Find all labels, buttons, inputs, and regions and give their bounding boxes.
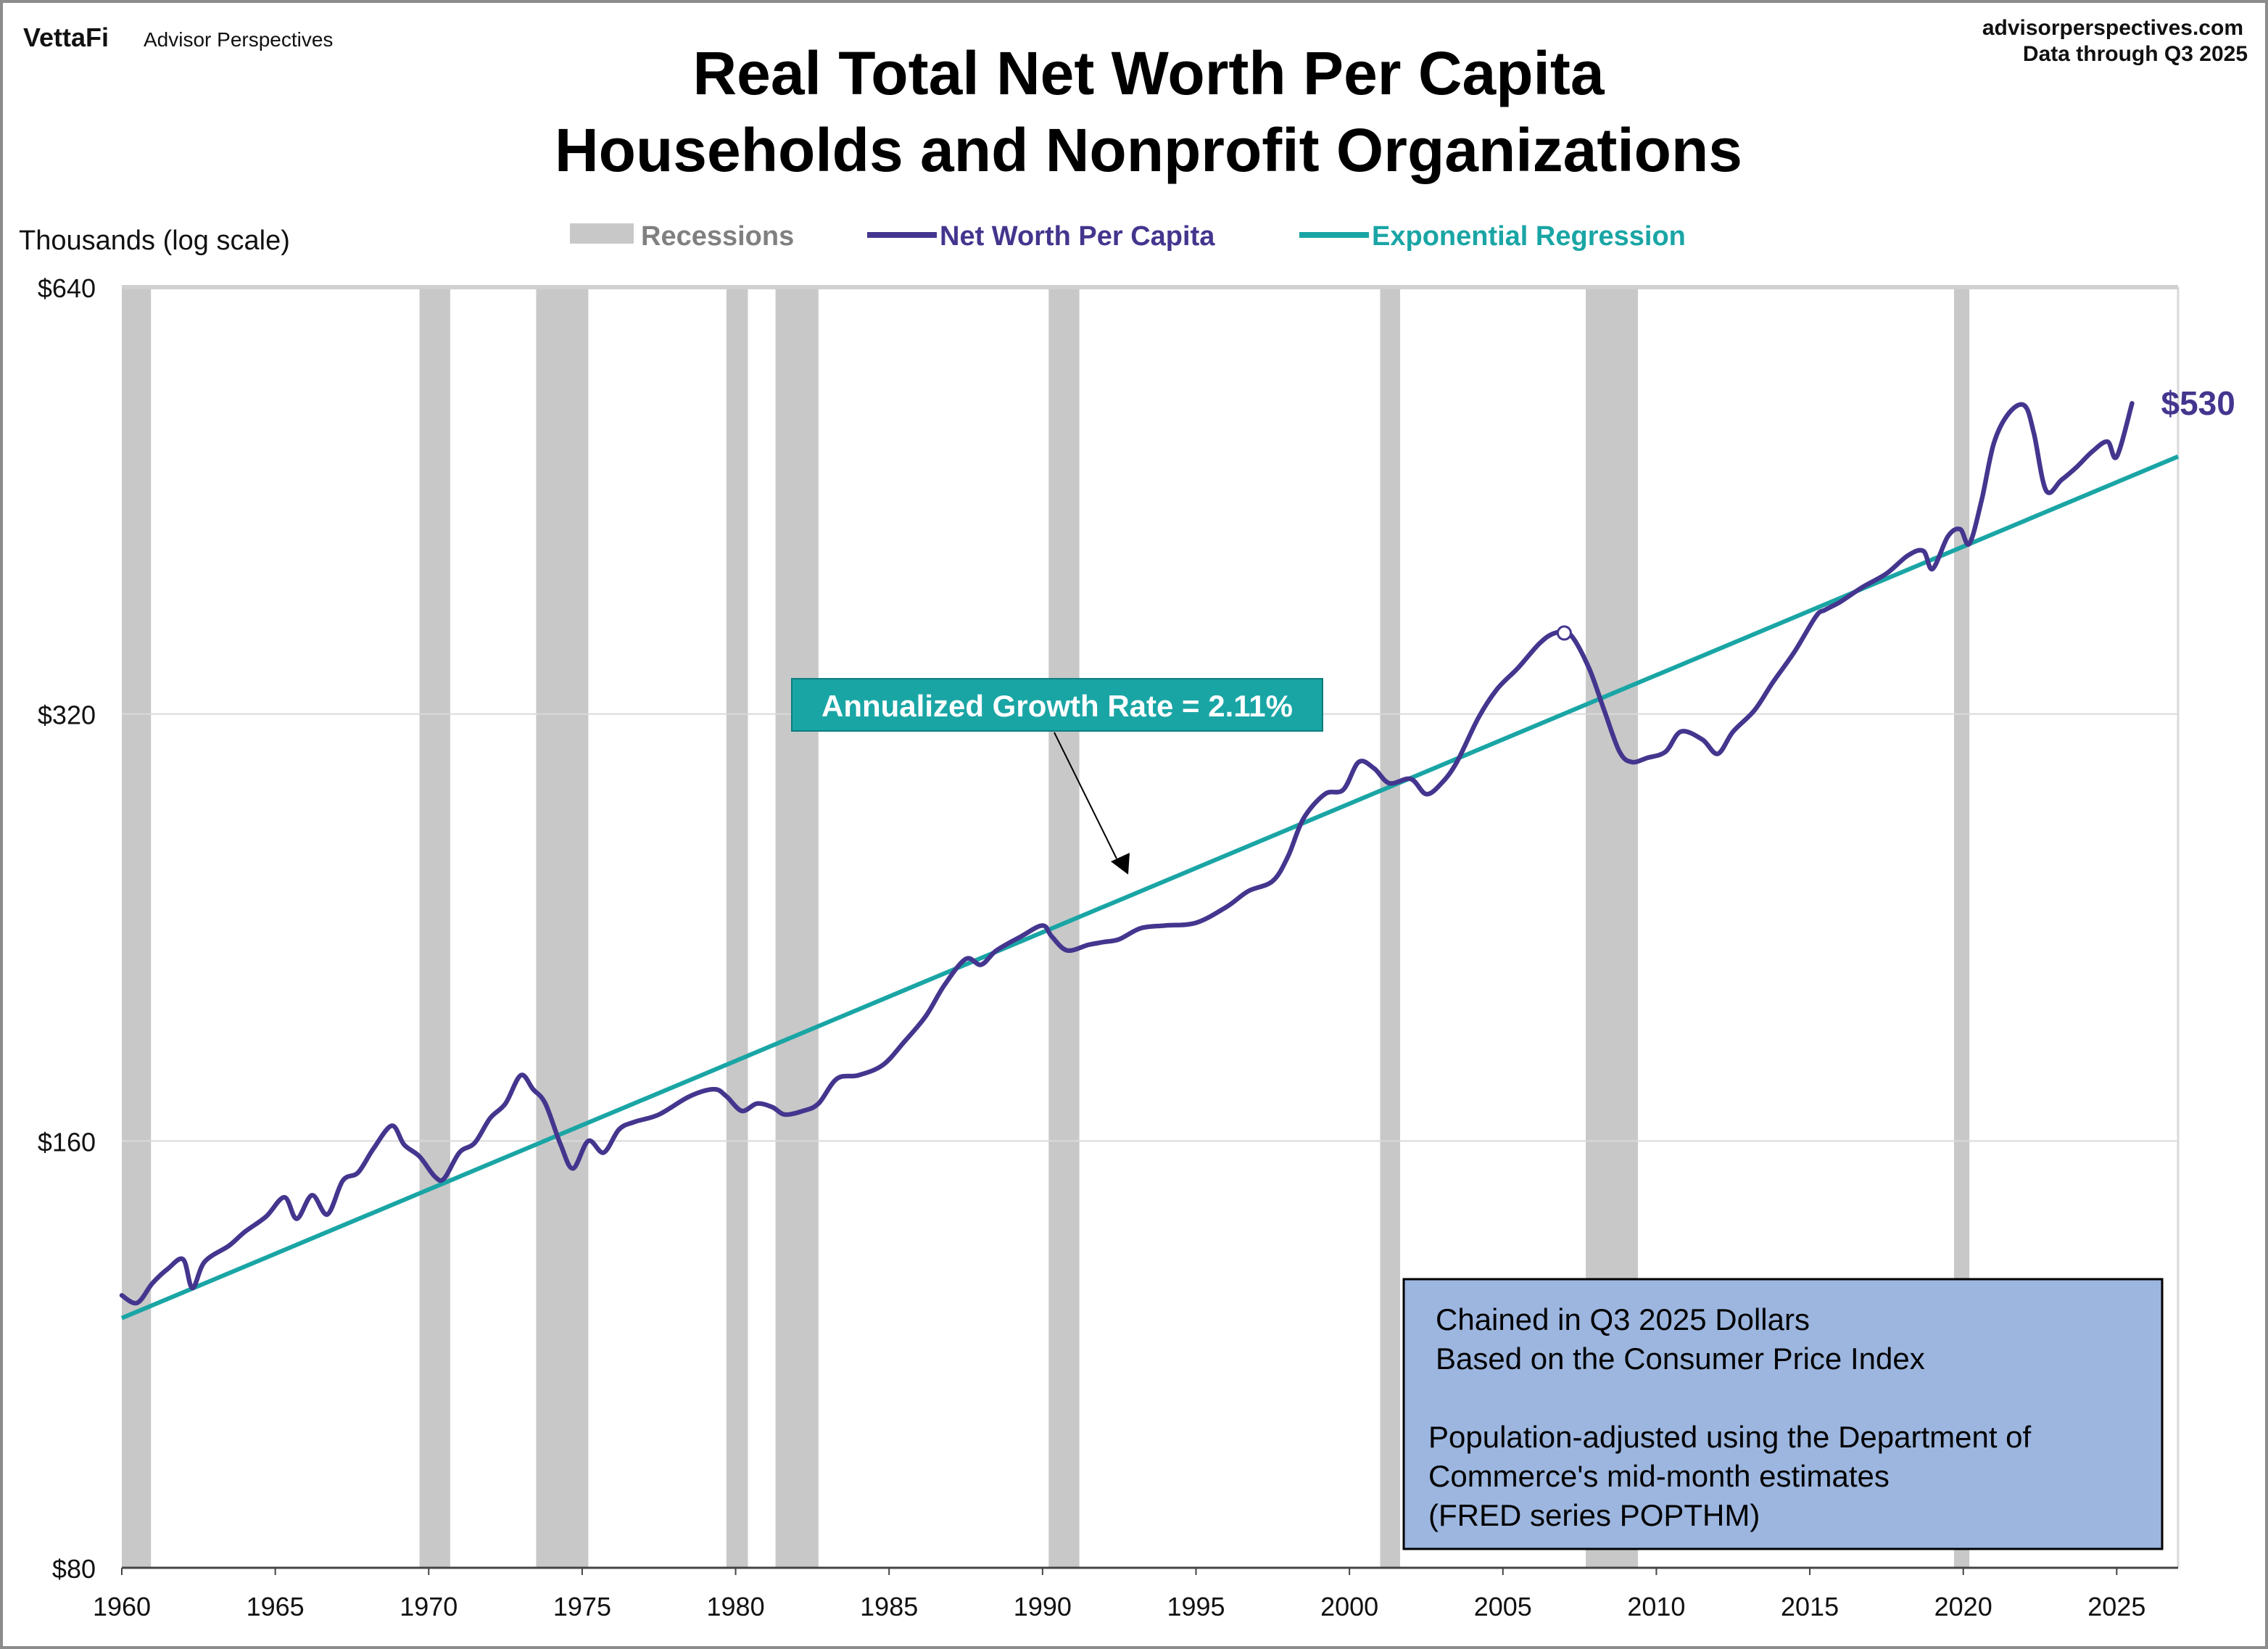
x-axis: 1960 1965 1970 1975 1980 1985 1990 1995 2000 2005… xyxy=(93,1568,2145,1621)
note-line-4: Commerce's mid-month estimates xyxy=(1428,1459,1890,1493)
note-line-5: (FRED series POPTHM) xyxy=(1428,1498,1760,1532)
brand-name: Advisor Perspectives xyxy=(144,28,333,51)
recession-band xyxy=(1380,287,1400,1568)
annotation-arrow xyxy=(1054,732,1117,859)
legend: Recessions Net Worth Per Capita Exponent… xyxy=(570,221,1686,252)
recession-band xyxy=(419,287,450,1568)
note-box-background xyxy=(1402,1278,2164,1550)
recession-band xyxy=(1954,287,1970,1568)
y-tick-label: $320 xyxy=(38,700,96,730)
chart-subtitle: Households and Nonprofit Organizations xyxy=(555,116,1742,184)
growth-rate-annotation: Annualized Growth Rate = 2.11% xyxy=(791,678,1323,875)
legend-regression: Exponential Regression xyxy=(1372,221,1686,252)
x-tick-label: 1985 xyxy=(860,1592,918,1621)
y-tick-label: $80 xyxy=(52,1554,96,1584)
x-tick-label: 2005 xyxy=(1474,1592,1532,1621)
site-url: advisorperspectives.com xyxy=(1982,16,2243,40)
x-tick-label: 1970 xyxy=(400,1592,458,1621)
end-value-label: $530 xyxy=(2161,384,2235,422)
x-tick-label: 1975 xyxy=(553,1592,611,1621)
grid xyxy=(122,285,2180,1569)
recession-band xyxy=(726,287,748,1568)
chart-title: Real Total Net Worth Per Capita xyxy=(692,39,1605,107)
peak-marker xyxy=(1556,625,1572,641)
net-worth-line xyxy=(119,400,2135,1306)
growth-rate-text: Annualized Growth Rate = 2.11% xyxy=(821,689,1293,723)
note-line-1: Chained in Q3 2025 Dollars xyxy=(1436,1302,1810,1336)
x-tick-label: 1960 xyxy=(93,1592,151,1621)
x-tick-label: 2025 xyxy=(2087,1592,2145,1621)
recession-band xyxy=(122,287,152,1568)
recession-band xyxy=(536,287,589,1568)
y-tick-label: $640 xyxy=(38,273,96,303)
x-tick-label: 2000 xyxy=(1320,1592,1378,1621)
x-tick-label: 2010 xyxy=(1627,1592,1685,1621)
y-axis-label: Thousands (log scale) xyxy=(19,226,290,256)
growth-rate-box xyxy=(791,678,1323,732)
x-tick-label: 1990 xyxy=(1014,1592,1072,1621)
legend-recessions: Recessions xyxy=(641,221,794,252)
legend-recession-swatch xyxy=(570,223,634,244)
x-tick-label: 2020 xyxy=(1934,1592,1992,1621)
brand-logo: VettaFi xyxy=(23,22,109,52)
recession-band xyxy=(775,287,819,1568)
x-tick-label: 1980 xyxy=(707,1592,765,1621)
y-tick-label: $160 xyxy=(38,1127,96,1157)
note-line-3: Population-adjusted using the Department… xyxy=(1428,1420,2032,1454)
note-box: Chained in Q3 2025 Dollars Based on the … xyxy=(1402,1278,2164,1550)
x-tick-label: 1965 xyxy=(247,1592,305,1621)
note-line-2: Based on the Consumer Price Index xyxy=(1436,1342,1925,1376)
data-through: Data through Q3 2025 xyxy=(2023,42,2248,66)
regression-line xyxy=(120,454,2180,1321)
legend-net-worth: Net Worth Per Capita xyxy=(940,221,1215,252)
x-tick-label: 1995 xyxy=(1167,1592,1225,1621)
y-axis: $640 $320 $160 $80 xyxy=(38,273,96,1584)
arrow-head-icon xyxy=(1111,853,1130,875)
x-tick-label: 2015 xyxy=(1781,1592,1839,1621)
